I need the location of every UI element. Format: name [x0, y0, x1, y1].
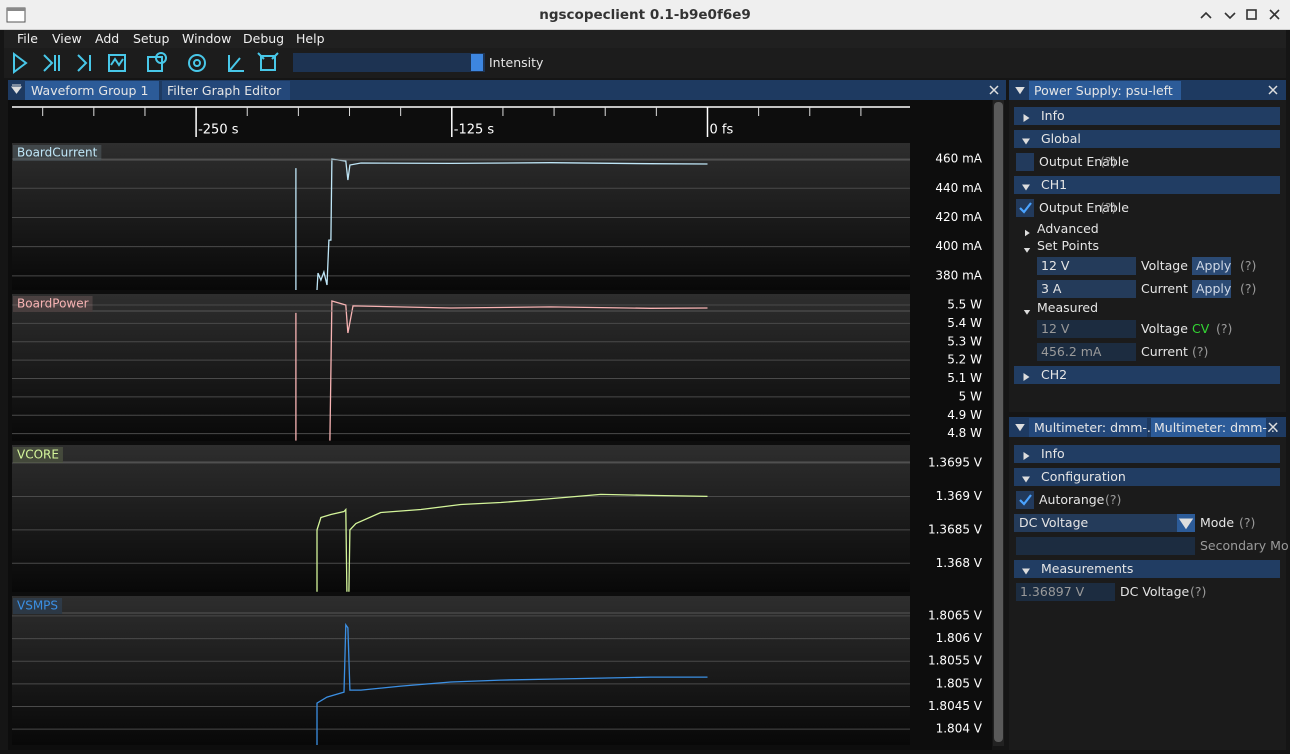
intensity-slider-handle[interactable]	[471, 54, 483, 71]
window-icon	[6, 7, 26, 23]
y-tick-label: 1.806 V	[936, 631, 983, 645]
channel-label: BoardCurrent	[17, 146, 98, 160]
y-tick-label: 5.3 W	[947, 334, 982, 348]
trace	[295, 300, 708, 441]
y-tick-label: 380 mA	[935, 268, 982, 282]
tab[interactable]	[162, 81, 290, 100]
y-tick-label: 1.368 V	[936, 556, 983, 570]
window-controls[interactable]	[1196, 7, 1286, 23]
toolbar	[4, 48, 1286, 78]
y-tick-label: 5.4 W	[947, 316, 982, 330]
intensity-label: Intensity	[489, 55, 544, 70]
plot-band	[12, 294, 910, 441]
y-tick-label: 5.2 W	[947, 353, 982, 367]
scrollbar-thumb	[994, 102, 1003, 742]
window-title: ngscopeclient 0.1-b9e0f6e9	[539, 7, 751, 23]
x-tick-label: -250 s	[198, 123, 239, 138]
title-bar	[0, 0, 1290, 30]
y-tick-label: 1.805 V	[936, 676, 983, 690]
trace	[316, 493, 708, 592]
y-tick-label: 5.5 W	[947, 298, 982, 312]
toolbar-icons[interactable]	[8, 50, 288, 76]
x-tick-label: 0 fs	[709, 123, 733, 138]
channel-label-bg	[13, 145, 102, 161]
dmm-panel	[1009, 437, 1286, 750]
close-button[interactable]	[988, 84, 1000, 96]
psu-panel	[1009, 100, 1286, 412]
plot-band	[12, 596, 910, 745]
trace	[316, 622, 708, 745]
tab[interactable]	[25, 81, 159, 100]
y-tick-label: 440 mA	[935, 181, 982, 195]
y-tick-label: 1.8045 V	[928, 699, 983, 713]
channel-label: BoardPower	[17, 297, 89, 311]
plot-band	[12, 445, 910, 592]
intensity-slider[interactable]	[293, 53, 485, 72]
plot-band	[12, 143, 910, 290]
psu-tab-bar	[1009, 80, 1286, 100]
channel-label: VSMPS	[17, 599, 58, 613]
y-tick-label: 460 mA	[935, 152, 982, 166]
y-tick-label: 400 mA	[935, 239, 982, 253]
y-tick-label: 1.3685 V	[928, 522, 983, 536]
y-tick-label: 1.3695 V	[928, 456, 983, 470]
y-tick-label: 5.1 W	[947, 371, 982, 385]
panel-menu-icon[interactable]	[11, 84, 23, 96]
y-tick-label: 1.8055 V	[928, 654, 983, 668]
y-tick-label: 4.9 W	[947, 408, 982, 422]
y-tick-label: 420 mA	[935, 210, 982, 224]
channel-label-bg	[13, 447, 63, 463]
channel-label-bg	[13, 296, 93, 312]
channel-label-bg	[13, 598, 63, 614]
menu-bar	[4, 30, 1286, 48]
y-tick-label: 1.369 V	[936, 489, 983, 503]
y-tick-label: 1.804 V	[936, 722, 983, 736]
y-tick-label: 1.8065 V	[928, 608, 983, 622]
channel-label: VCORE	[17, 448, 59, 462]
y-tick-label: 5 W	[959, 389, 982, 403]
dmm-tab-bar	[1009, 417, 1286, 437]
y-tick-label: 4.8 W	[947, 426, 982, 440]
x-tick-label: -125 s	[454, 123, 495, 138]
